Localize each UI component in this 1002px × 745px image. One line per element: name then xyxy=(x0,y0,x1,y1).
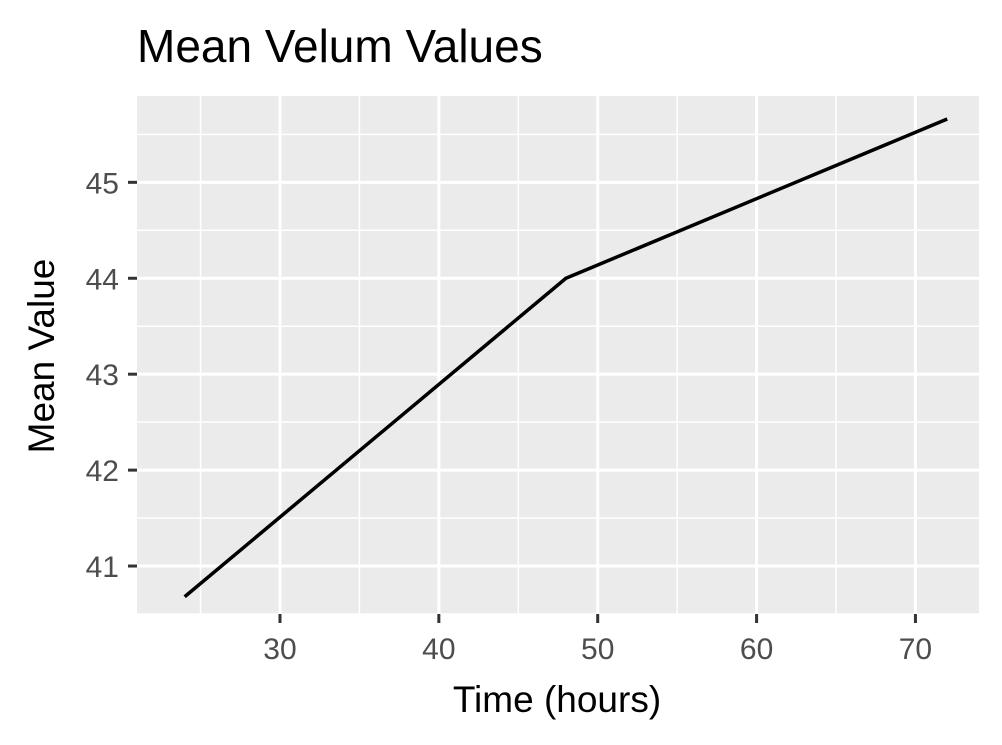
x-tick-label: 40 xyxy=(422,633,455,666)
y-tick-label: 42 xyxy=(86,455,119,488)
x-tick-label: 30 xyxy=(263,633,296,666)
series-line xyxy=(183,117,948,599)
x-tick-label: 60 xyxy=(740,633,773,666)
x-axis-ticks: 30 40 50 60 70 xyxy=(263,614,932,666)
plot-panel xyxy=(137,96,979,614)
y-tick-label: 41 xyxy=(86,551,119,584)
y-tick-label: 43 xyxy=(86,359,119,392)
x-tick-label: 70 xyxy=(899,633,932,666)
series-layer xyxy=(183,117,948,599)
chart-title: Mean Velum Values xyxy=(137,20,543,72)
y-tick-label: 45 xyxy=(86,167,119,200)
x-axis-title: Time (hours) xyxy=(453,679,661,720)
x-tick-label: 50 xyxy=(581,633,614,666)
y-tick-label: 44 xyxy=(86,263,119,296)
major-gridlines xyxy=(137,96,979,614)
y-axis-ticks: 41 42 43 44 45 xyxy=(86,167,137,584)
y-axis-title: Mean Value xyxy=(21,259,62,454)
